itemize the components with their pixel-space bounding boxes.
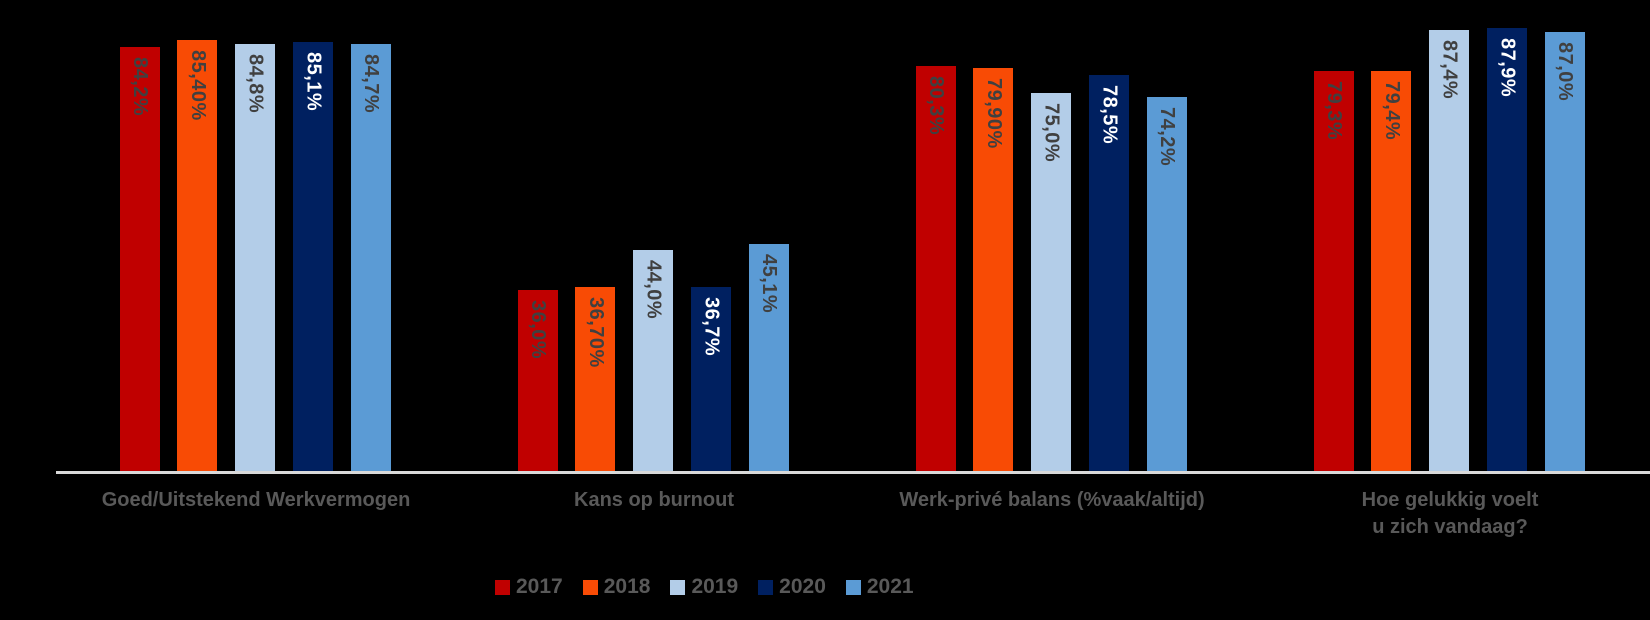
bar-2019-group-3: 75,0% — [1031, 93, 1071, 472]
bar-2019-group-1: 84,8% — [235, 43, 275, 472]
bar-2017-group-4: 79,3% — [1313, 71, 1354, 472]
bar-data-label: 79,4% — [1380, 80, 1403, 140]
bar-data-label: 36,70% — [584, 296, 607, 368]
legend-item-2021: 2021 — [845, 575, 914, 599]
bar-data-label: 84,8% — [244, 53, 267, 113]
category-label-4: Hoe gelukkig voelt u zich vandaag? — [1361, 489, 1539, 538]
legend: 2017 2018 2019 2020 2021 — [495, 575, 914, 599]
legend-swatch-icon — [495, 579, 510, 595]
bar-data-label: 87,9% — [1496, 37, 1519, 98]
bar-data-label: 87,4% — [1438, 40, 1461, 100]
legend-label: 2021 — [866, 575, 914, 598]
legend-label: 2017 — [516, 575, 563, 598]
bar-data-label: 44,0% — [642, 259, 665, 319]
legend-item-2019: 2019 — [670, 575, 738, 599]
bar-data-label: 36,0% — [527, 300, 549, 360]
category-label-1: Goed/Uitstekend Werkvermogen — [101, 489, 411, 511]
legend-label: 2018 — [603, 575, 651, 598]
bar-data-label: 80,3% — [925, 76, 947, 136]
bar-data-label: 45,1% — [758, 254, 780, 314]
legend-label: 2020 — [779, 575, 826, 598]
bar-2017-group-3: 80,3% — [915, 66, 956, 472]
legend-item-2020: 2020 — [758, 575, 826, 599]
bar-data-label: 79,3% — [1323, 81, 1345, 141]
x-axis-line — [56, 471, 1650, 474]
bar-2018-group-2: 36,70% — [575, 286, 616, 472]
bar-2020-group-4: 87,9% — [1486, 27, 1527, 472]
bar-2018-group-3: 79,90% — [973, 68, 1014, 472]
legend-swatch-icon — [670, 579, 686, 595]
legend-swatch-icon — [845, 579, 861, 595]
bar-2018-group-1: 85,40% — [177, 40, 218, 472]
bar-2019-group-4: 87,4% — [1429, 30, 1469, 472]
category-label-2: Kans op burnout — [574, 489, 734, 511]
legend-item-2018: 2018 — [582, 575, 651, 599]
bar-data-label: 74,2% — [1156, 107, 1178, 167]
bar-2021-group-1: 84,7% — [350, 44, 391, 472]
bar-data-label: 84,7% — [360, 54, 382, 114]
bar-data-label: 85,1% — [302, 51, 325, 112]
legend-swatch-icon — [758, 579, 774, 595]
bar-2017-group-2: 36,0% — [517, 290, 558, 472]
bar-2021-group-3: 74,2% — [1146, 97, 1187, 472]
bar-2018-group-4: 79,4% — [1371, 70, 1412, 472]
bar-data-label: 87,0% — [1554, 42, 1576, 102]
bar-2020-group-1: 85,1% — [292, 41, 333, 472]
legend-label: 2019 — [691, 575, 739, 598]
bar-data-label: 36,7% — [700, 296, 723, 356]
bar-2021-group-2: 45,1% — [748, 244, 789, 472]
bar-2020-group-2: 36,7% — [690, 286, 731, 472]
legend-item-2017: 2017 — [495, 575, 563, 599]
bar-data-label: 75,0% — [1040, 103, 1063, 163]
bar-data-label: 84,2% — [129, 56, 151, 116]
bar-2019-group-2: 44,0% — [633, 249, 673, 472]
bar-2017-group-1: 84,2% — [119, 46, 160, 472]
bar-2021-group-4: 87,0% — [1544, 32, 1585, 472]
bar-data-label: 78,5% — [1098, 85, 1121, 145]
bar-2020-group-3: 78,5% — [1088, 75, 1129, 472]
bar-data-label: 85,40% — [186, 50, 209, 122]
category-label-3: Werk-privé balans (%vaak/altijd) — [899, 489, 1205, 511]
legend-swatch-icon — [582, 579, 598, 595]
bar-data-label: 79,90% — [982, 78, 1005, 150]
